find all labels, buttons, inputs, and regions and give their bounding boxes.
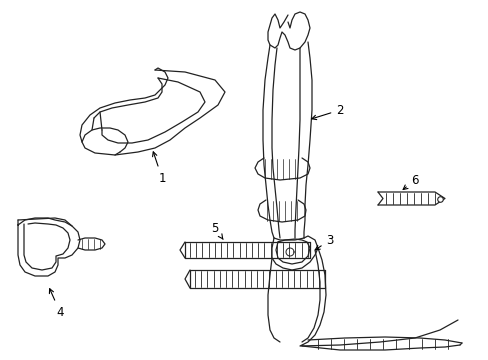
Text: 3: 3 xyxy=(315,234,333,250)
Text: 5: 5 xyxy=(211,221,223,239)
Text: 2: 2 xyxy=(311,104,343,120)
Text: 1: 1 xyxy=(152,152,165,184)
Text: 6: 6 xyxy=(402,174,418,189)
Text: 4: 4 xyxy=(49,289,63,319)
